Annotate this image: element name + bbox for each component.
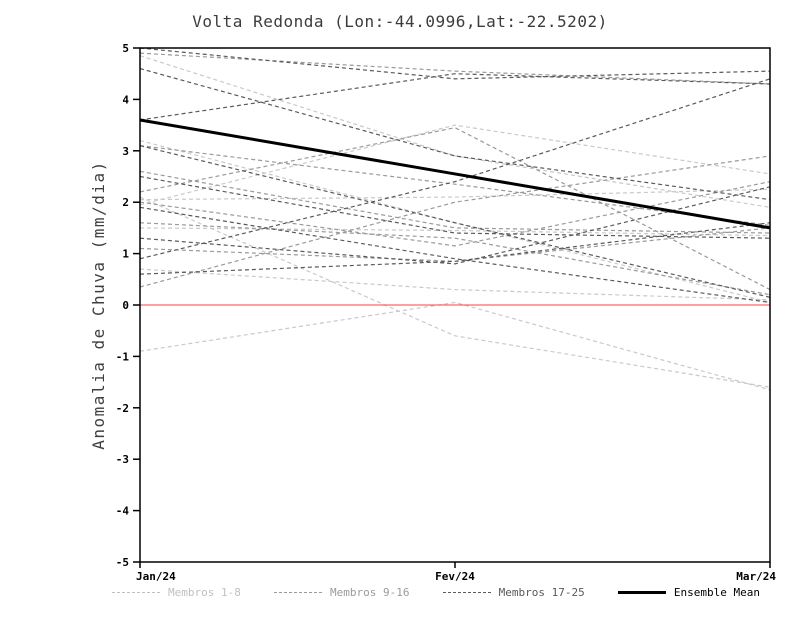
member-line [139,301,771,391]
x-tick-label: Fev/24 [435,570,475,583]
member-line [139,222,771,296]
member-line [139,196,771,388]
member-line [139,227,771,237]
member-line [139,170,771,234]
legend-item-membros-1-8: Membros 1-8 [112,586,241,599]
member-line [139,73,771,121]
y-tick-label: 3 [122,145,129,158]
y-tick-label: -3 [116,453,129,466]
legend-label: Ensemble Mean [673,586,760,599]
legend-line-sample [442,592,491,593]
legend-item-membros-17-25: Membros 17-25 [442,586,585,599]
member-line [139,186,771,265]
legend-item-membros-9-16: Membros 9-16 [274,586,410,599]
legend-label: Membros 1-8 [168,586,241,599]
y-tick-label: -2 [116,402,129,415]
member-line [139,175,771,239]
member-line [139,78,771,260]
member-line [139,52,771,85]
legend-label: Membros 17-25 [498,586,585,599]
chart-title: Volta Redonda (Lon:-44.0996,Lat:-22.5202… [192,12,608,31]
member-line [139,155,771,288]
ensemble-mean-line [139,118,771,230]
y-tick-label: 5 [122,42,129,55]
y-tick-label: 2 [122,196,129,209]
member-line [139,67,771,201]
member-line [139,222,771,275]
legend-label: Membros 9-16 [330,586,410,599]
member-line [139,127,771,291]
member-line [139,145,771,226]
legend: Membros 1-8 Membros 9-16 Membros 17-25 E… [112,586,760,599]
y-axis-label: Anomalia de Chuva (mm/dia) [89,160,108,449]
member-line [139,145,771,298]
member-line [139,181,771,247]
y-tick-label: 1 [122,248,129,261]
member-line [139,268,771,301]
member-line [139,188,771,201]
legend-line-sample [274,592,323,593]
y-tick-label: -1 [116,350,130,363]
member-line [139,47,771,80]
y-tick-label: -4 [116,505,130,518]
y-tick-label: -5 [116,556,129,569]
legend-line-sample [617,591,666,594]
legend-item-ensemble-mean: Ensemble Mean [617,586,760,599]
y-tick-label: 0 [122,299,129,312]
member-line [139,206,771,304]
x-tick-label: Jan/24 [136,570,176,583]
y-tick-label: 4 [122,93,129,106]
member-line [139,227,771,262]
legend-line-sample [112,592,160,593]
member-line [139,124,771,206]
member-line [139,55,771,208]
x-tick-label: Mar/24 [736,570,776,583]
